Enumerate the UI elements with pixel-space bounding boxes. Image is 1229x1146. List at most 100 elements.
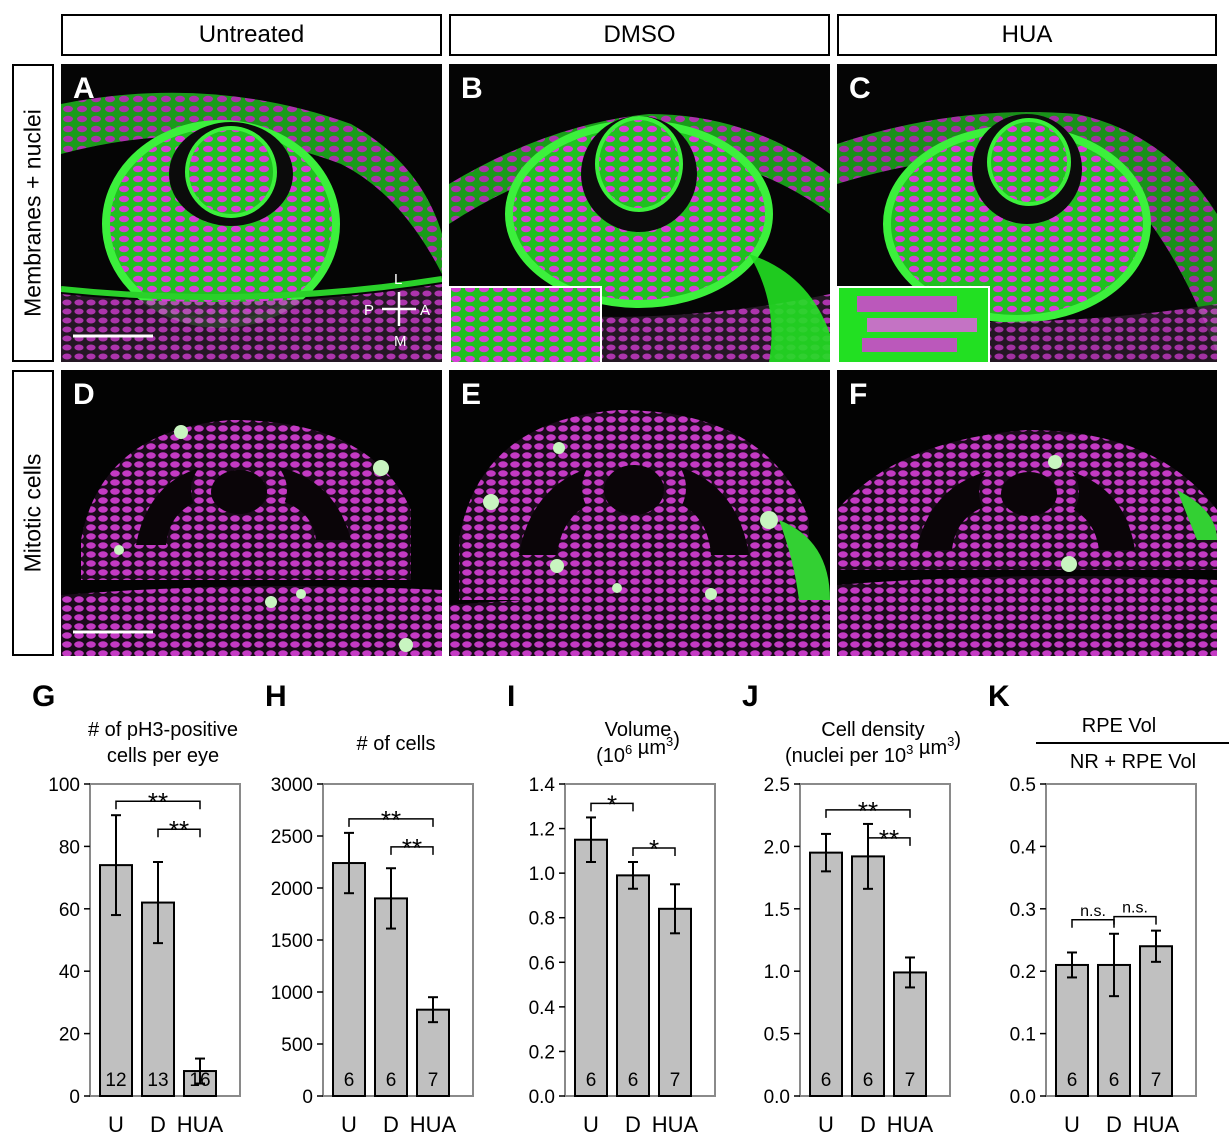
- micrograph-panel-c: C: [837, 64, 1217, 362]
- y-tick-label: 0: [302, 1087, 313, 1108]
- row-header-mitotic: Mitotic cells: [12, 370, 54, 656]
- x-category-label: HUA: [410, 1112, 457, 1137]
- significance-label: n.s.: [1122, 900, 1148, 917]
- significance-bracket: [1113, 915, 1157, 925]
- y-tick-label: 0.6: [529, 953, 555, 974]
- y-tick-label: 2500: [271, 827, 313, 848]
- significance-bracket: [632, 847, 676, 856]
- y-tick-label: 1.0: [764, 962, 790, 983]
- chart-title-line2: cells per eye: [107, 745, 219, 767]
- significance-bracket: [1071, 919, 1115, 928]
- significance-bracket: [390, 846, 434, 855]
- significance-label: **: [381, 805, 401, 835]
- bar-n-label: 12: [105, 1070, 126, 1091]
- y-tick-label: 1500: [271, 931, 313, 952]
- bar: [574, 838, 608, 1097]
- y-tick-label: 2.5: [764, 775, 790, 796]
- micrograph-panel-d: D: [61, 370, 442, 656]
- x-category-label: HUA: [652, 1112, 699, 1137]
- inset-image: [451, 288, 600, 362]
- y-tick-label: 0.0: [1010, 1087, 1036, 1108]
- y-tick-label: 1.0: [529, 864, 555, 885]
- chart-title-line1: Cell density: [821, 719, 924, 741]
- bar-n-label: 7: [1151, 1070, 1162, 1091]
- y-tick-label: 2000: [271, 879, 313, 900]
- row-header-mitotic-label: Mitotic cells: [19, 453, 46, 573]
- column-header-dmso: DMSO: [449, 14, 830, 56]
- y-tick-label: 0.4: [1010, 837, 1037, 858]
- bar-n-label: 16: [189, 1070, 210, 1091]
- bar-n-label: 7: [905, 1070, 916, 1091]
- significance-label: **: [148, 787, 168, 817]
- bar-n-label: 6: [386, 1070, 397, 1091]
- y-tick-label: 60: [59, 900, 80, 921]
- chart-title-line1: # of pH3-positive: [88, 719, 238, 741]
- y-tick-label: 1.2: [529, 820, 555, 841]
- y-tick-label: 0.1: [1010, 1025, 1036, 1046]
- panel-label-f: F: [849, 378, 868, 411]
- significance-bracket: [157, 828, 201, 838]
- significance-bracket: [825, 809, 911, 818]
- y-tick-label: 0.2: [1010, 962, 1036, 983]
- y-tick-label: 0.2: [529, 1042, 555, 1063]
- significance-label: **: [858, 796, 878, 826]
- y-tick-label: 0: [69, 1087, 80, 1108]
- y-tick-label: 0.0: [529, 1087, 555, 1108]
- y-tick-label: 0.4: [529, 998, 556, 1019]
- chart-panel-label: G: [32, 680, 55, 713]
- significance-bracket: [867, 837, 911, 846]
- orientation-compass-icon: [382, 292, 416, 326]
- significance-bracket: [590, 802, 634, 812]
- bar: [851, 855, 885, 1097]
- bar-n-label: 7: [428, 1070, 439, 1091]
- bar: [1097, 963, 1131, 1097]
- row-header-membranes-label: Membranes + nuclei: [19, 109, 46, 317]
- bar: [416, 1008, 450, 1097]
- bar-n-label: 7: [670, 1070, 681, 1091]
- y-tick-label: 0.8: [529, 909, 555, 930]
- chart-panel-label: I: [507, 680, 515, 713]
- bar-n-label: 6: [1067, 1070, 1078, 1091]
- panel-label-e: E: [461, 378, 482, 411]
- orientation-p: P: [364, 302, 374, 319]
- chart-title-line2: (nuclei per 103 µm3): [785, 729, 961, 767]
- significance-bracket: [348, 818, 434, 827]
- x-category-label: U: [818, 1112, 834, 1137]
- bar-n-label: 6: [628, 1070, 639, 1091]
- panel-label-d: D: [73, 378, 95, 411]
- y-tick-label: 100: [48, 775, 80, 796]
- chart-panel-label: K: [988, 680, 1010, 713]
- y-tick-label: 1000: [271, 983, 313, 1004]
- chart-title-denominator: NR + RPE Vol: [1070, 751, 1196, 773]
- micrograph-panel-a: L M P A A: [61, 64, 442, 362]
- panel-label-a: A: [73, 72, 95, 105]
- chart-title-numerator: RPE Vol: [1082, 715, 1156, 737]
- x-category-label: HUA: [1133, 1112, 1180, 1137]
- bar-n-label: 6: [344, 1070, 355, 1091]
- x-category-label: U: [583, 1112, 599, 1137]
- significance-label: *: [649, 834, 659, 864]
- y-tick-label: 40: [59, 962, 80, 983]
- y-tick-label: 0.3: [1010, 900, 1036, 921]
- x-category-label: U: [1064, 1112, 1080, 1137]
- y-tick-label: 0.5: [764, 1025, 790, 1046]
- bar-n-label: 6: [586, 1070, 597, 1091]
- significance-label: **: [402, 833, 422, 863]
- significance-bracket: [115, 800, 201, 810]
- bar: [893, 971, 927, 1097]
- chart-title-line2: (106 µm3): [596, 729, 680, 767]
- bar: [332, 862, 366, 1097]
- orientation-a: A: [420, 302, 430, 319]
- micrograph-panel-e: E: [449, 370, 830, 656]
- y-tick-label: 1.5: [764, 900, 790, 921]
- significance-label: n.s.: [1080, 903, 1106, 920]
- column-header-untreated: Untreated: [61, 14, 442, 56]
- chart-title-line1: # of cells: [357, 733, 436, 755]
- bar-n-label: 6: [863, 1070, 874, 1091]
- micrograph-panel-b: B: [449, 64, 830, 362]
- y-tick-label: 20: [59, 1025, 80, 1046]
- bar: [809, 851, 843, 1097]
- y-tick-label: 3000: [271, 775, 313, 796]
- bar-n-label: 6: [1109, 1070, 1120, 1091]
- orientation-l: L: [394, 271, 402, 288]
